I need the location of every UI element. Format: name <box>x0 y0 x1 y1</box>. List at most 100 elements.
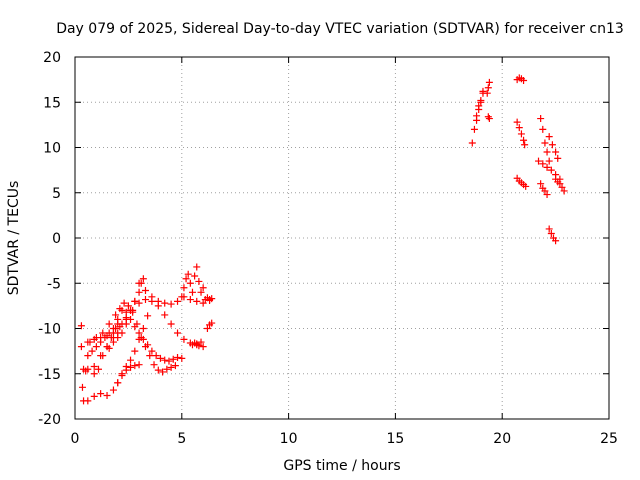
data-point <box>193 297 201 305</box>
data-point <box>199 343 207 351</box>
data-point <box>150 361 158 369</box>
data-point <box>124 302 132 310</box>
data-point <box>127 306 135 314</box>
series-arc-v <box>535 157 564 183</box>
data-point <box>137 334 145 342</box>
data-point <box>156 354 164 362</box>
data-point <box>520 77 528 85</box>
y-axis-label: SDTVAR / TECUs <box>6 181 22 296</box>
y-tick-label: 0 <box>52 231 61 247</box>
series-arc-s <box>513 118 529 149</box>
x-tick-label: 25 <box>600 431 618 447</box>
data-point <box>195 277 203 285</box>
data-point <box>131 297 139 305</box>
data-point <box>159 368 167 376</box>
data-point <box>161 299 169 307</box>
series-arc-a <box>84 312 152 405</box>
data-point <box>116 305 124 313</box>
data-point <box>99 352 107 360</box>
y-tick-label: 20 <box>43 50 61 66</box>
data-point <box>552 148 560 156</box>
series-arc-f <box>90 320 122 378</box>
data-point <box>517 130 525 138</box>
data-point <box>78 383 86 391</box>
series-arc-h <box>114 361 143 387</box>
x-tick-label: 10 <box>280 431 298 447</box>
data-point <box>97 334 105 342</box>
x-tick-label: 15 <box>386 431 404 447</box>
data-point <box>77 322 85 330</box>
data-point <box>167 320 175 328</box>
data-point <box>535 157 543 165</box>
data-point <box>470 125 478 133</box>
data-point <box>144 312 152 320</box>
data-point <box>109 329 117 337</box>
data-point <box>135 299 143 307</box>
data-point <box>180 335 188 343</box>
data-point <box>167 363 175 371</box>
data-point <box>148 293 156 301</box>
data-point <box>135 288 143 296</box>
data-point <box>180 284 188 292</box>
data-point <box>154 366 162 374</box>
data-point <box>120 299 128 307</box>
data-point <box>97 390 105 398</box>
axis-ticks: 0 5 10 15 20 25 -20 -15 -10 -5 0 5 10 15 20 <box>38 50 618 447</box>
y-tick-label: -20 <box>38 412 61 428</box>
data-point <box>560 187 568 195</box>
data-point <box>515 124 523 132</box>
series-arc-l <box>203 319 216 332</box>
data-point <box>199 299 207 307</box>
data-point <box>109 386 117 394</box>
series-arc-n <box>468 87 487 147</box>
data-point <box>141 343 149 351</box>
series-arc-q <box>484 113 493 123</box>
data-point <box>118 372 126 380</box>
y-tick-label: 15 <box>43 95 61 111</box>
data-point <box>92 343 100 351</box>
series-arc-r <box>513 74 528 85</box>
data-point <box>99 329 107 337</box>
data-point <box>174 297 182 305</box>
data-point <box>90 392 98 400</box>
data-point <box>163 365 171 373</box>
data-point <box>485 78 493 86</box>
data-point <box>112 325 120 332</box>
data-point <box>193 263 201 271</box>
data-point <box>484 84 492 92</box>
data-point <box>84 352 92 360</box>
data-point <box>90 335 98 343</box>
series-arc-m <box>201 294 216 304</box>
data-point <box>174 329 182 337</box>
data-point <box>135 329 143 337</box>
data-point <box>107 334 115 342</box>
data-point <box>477 98 485 106</box>
data-point <box>103 391 111 399</box>
data-point <box>186 279 194 287</box>
y-tick-label: 5 <box>52 186 61 202</box>
data-point <box>197 338 205 346</box>
data-point <box>552 237 560 245</box>
data-point <box>88 347 96 355</box>
data-point <box>556 180 564 188</box>
data-point <box>178 354 186 362</box>
data-point <box>184 270 192 278</box>
data-point <box>167 300 175 308</box>
data-point <box>545 157 553 165</box>
series-arc-o <box>473 89 487 124</box>
series-arc-d <box>86 299 179 376</box>
data-point <box>82 367 90 375</box>
data-point <box>122 320 130 328</box>
data-point <box>139 275 147 283</box>
data-point <box>539 125 547 133</box>
data-point <box>520 136 528 144</box>
y-tick-label: 10 <box>43 141 61 157</box>
x-tick-label: 5 <box>177 431 186 447</box>
data-point <box>539 160 547 168</box>
data-point <box>543 163 551 171</box>
data-point <box>543 191 551 199</box>
data-point <box>127 356 135 364</box>
data-point <box>547 166 555 174</box>
data-point <box>161 311 169 319</box>
data-point <box>133 320 141 328</box>
